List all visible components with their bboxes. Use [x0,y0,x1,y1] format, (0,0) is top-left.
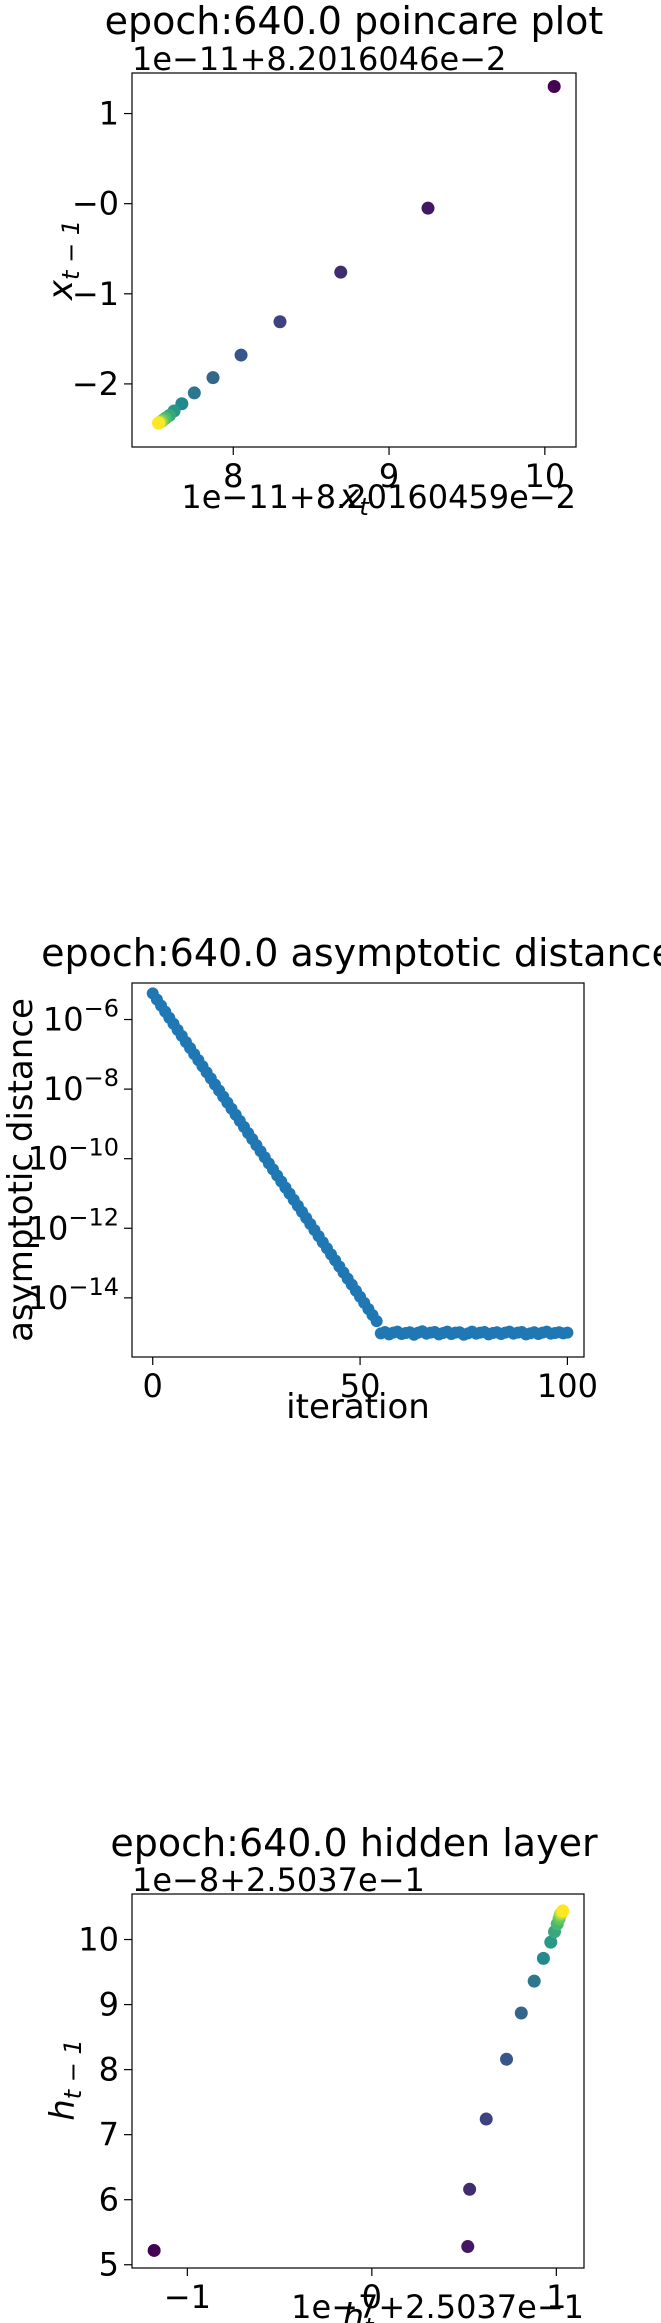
chart-3-y-tick-label-3: 8 [99,2051,119,2089]
chart-2-y-tick-label-4: 10−14 [28,1273,119,1317]
chart-2-y-tick-label-1: 10−8 [43,1064,119,1108]
chart-3-plot-frame [131,1893,585,2269]
chart-2-title: epoch:640.0 asymptotic distance [41,931,661,975]
chart-3-y-label: ht − 1 [43,2039,87,2121]
chart-2-ticks: 0 50 100 10−6 10−8 10−10 10−12 10−14 [28,995,598,1405]
chart-1-x-tick-label-2: 10 [524,457,565,495]
chart-3-points [147,1904,570,2257]
chart-2-x-tick-label-2: 100 [537,1367,598,1405]
chart-1-y-tick-label-1: −1 [72,275,119,313]
chart-1-point-5 [206,371,220,385]
chart-3-title: epoch:640.0 hidden layer [110,1821,598,1865]
chart-2-x-tick-label-1: 50 [340,1367,381,1405]
chart-3-y-tick-label-1: 6 [99,2181,119,2219]
chart-1-x-label: xt [338,477,370,521]
chart-1-point-0 [547,80,561,94]
chart-3-y-tick-label-5: 10 [78,1921,119,1959]
chart-3-point-5 [514,2006,528,2020]
chart-2-plot-frame [131,982,585,1358]
chart-1-point-4 [234,348,248,362]
chart-3-point-3 [479,2112,493,2126]
chart-3-point-8 [544,1935,558,1949]
chart-3-point-15 [556,1904,570,1918]
chart-2-y-tick-label-3: 10−12 [28,1203,119,1247]
chart-1-x-tick-label-1: 9 [379,457,399,495]
asymptotic-distance-chart: epoch:640.0 asymptotic distance 0 50 100 10… [1,931,661,1427]
chart-3-x-offset-text: 1e−7+2.5037e−1 [291,2288,584,2323]
chart-3-y-tick-label-2: 7 [99,2116,119,2154]
chart-1-y-tick-label-2: −0 [72,185,119,223]
chart-3-x-label: ht [343,2297,376,2323]
chart-3-x-tick-label-1: 0 [362,2278,382,2316]
chart-1-ticks: 8 9 10 −2 −1 −0 1 [72,95,565,495]
chart-2-point-100 [561,1326,574,1339]
chart-3-point-6 [527,1974,541,1988]
chart-2-points [146,987,574,1341]
chart-1-y-tick-label-3: 1 [99,95,119,133]
chart-2-x-label: iteration [286,1387,430,1427]
chart-1-point-15 [151,416,165,430]
chart-1-x-offset-text: 1e−11+8.20160459e−2 [181,478,576,516]
chart-3-y-tick-label-4: 9 [99,1986,119,2024]
chart-3-point-1 [461,2240,475,2254]
chart-3-point-4 [500,2052,514,2066]
chart-1-y-label: xt − 1 [41,220,85,301]
chart-2-y-tick-label-0: 10−6 [43,995,119,1039]
chart-1-point-1 [421,201,435,215]
chart-2-y-tick-label-2: 10−10 [28,1134,119,1178]
poincare-plot-chart: epoch:640.0 poincare plot 1e−11+8.201604… [41,0,603,521]
chart-1-plot-frame [131,72,577,448]
chart-2-y-label: asymptotic distance [1,998,41,1342]
chart-2-point-54 [370,1315,383,1328]
chart-1-point-2 [334,265,348,279]
chart-3-ticks: −1 0 1 5 6 7 8 9 10 [78,1921,566,2316]
chart-1-title: epoch:640.0 poincare plot [105,0,604,43]
chart-2-x-tick-label-0: 0 [143,1367,163,1405]
chart-1-y-offset-text: 1e−11+8.2016046e−2 [132,40,506,78]
chart-3-x-tick-label-0: −1 [164,2278,211,2316]
chart-3-y-tick-label-0: 5 [99,2246,119,2284]
hidden-layer-chart: epoch:640.0 hidden layer 1e−8+2.5037e−1 … [43,1821,598,2323]
chart-3-x-tick-label-2: 1 [546,2278,566,2316]
chart-3-point-2 [463,2182,477,2196]
chart-1-point-3 [273,315,287,329]
chart-1-y-tick-label-0: −2 [72,365,119,403]
chart-1-x-tick-label-0: 8 [223,457,243,495]
chart-1-points [151,80,561,430]
chart-1-point-6 [187,386,201,400]
chart-3-y-offset-text: 1e−8+2.5037e−1 [132,1861,425,1899]
chart-3-point-0 [147,2243,161,2257]
chart-3-point-7 [536,1951,550,1965]
